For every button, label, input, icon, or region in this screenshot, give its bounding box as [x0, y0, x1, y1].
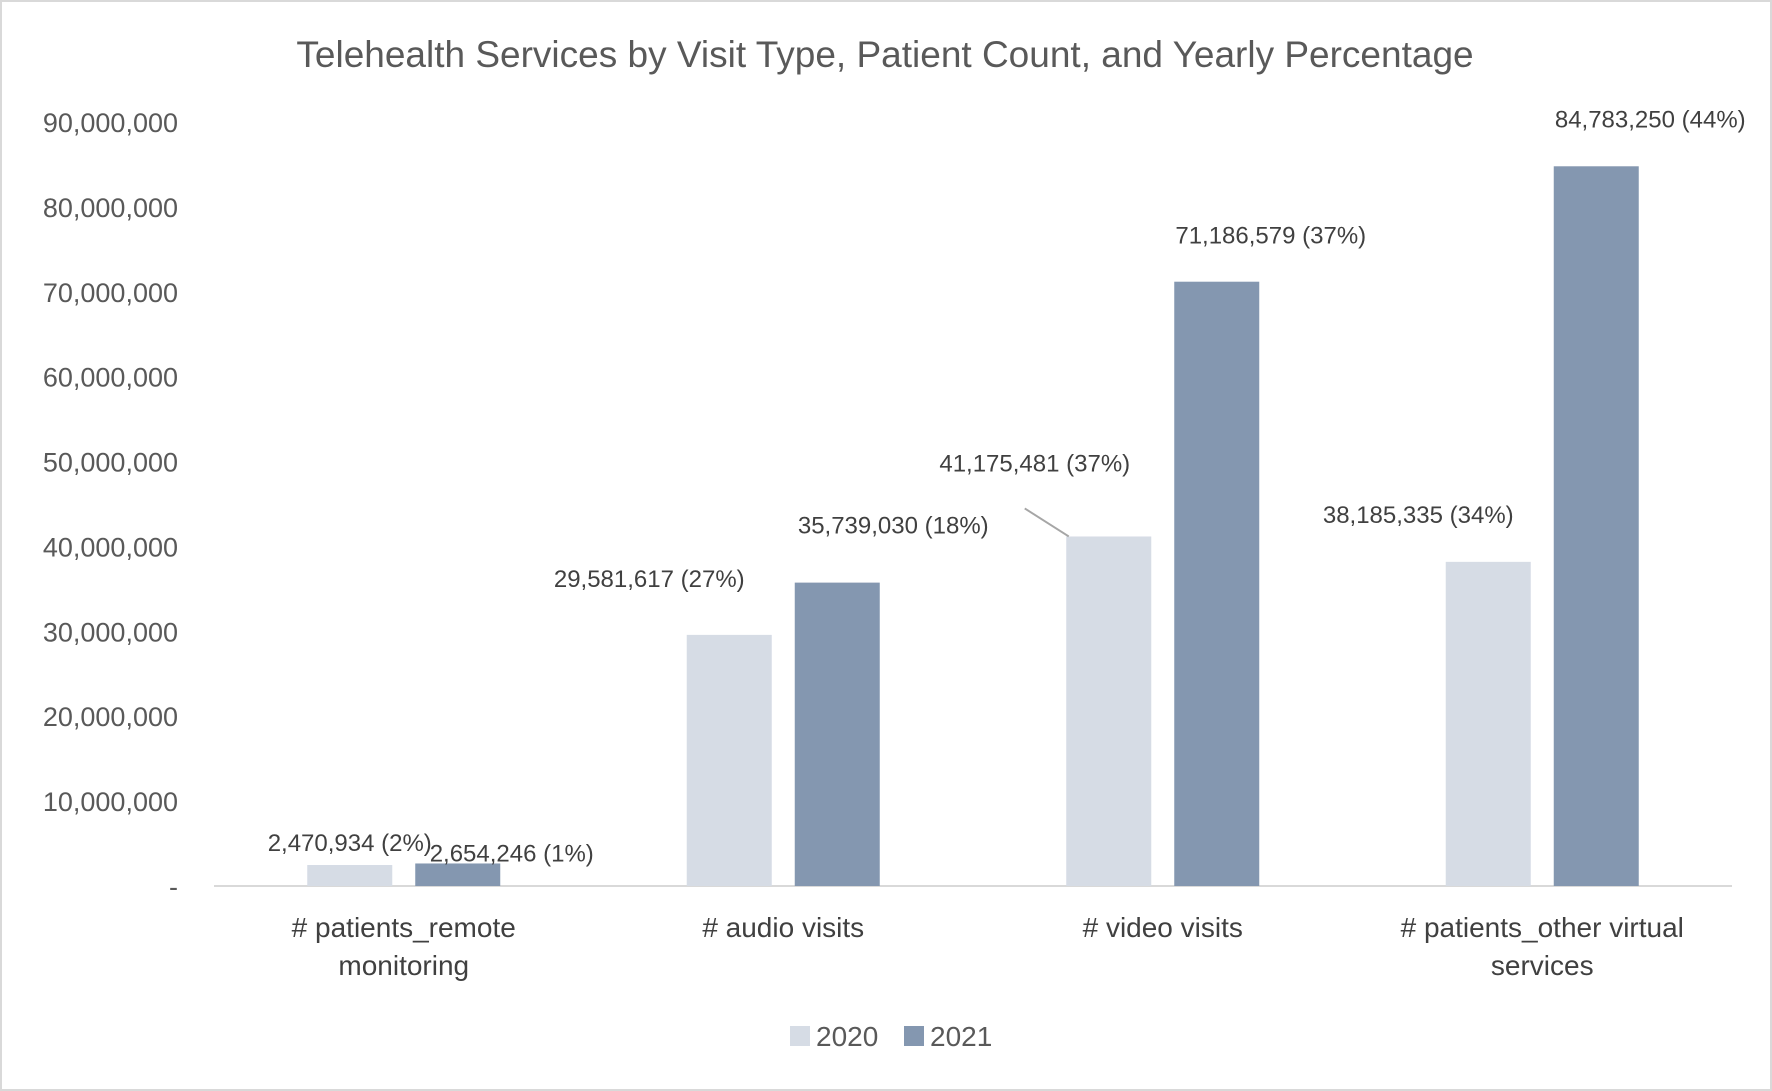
y-axis: - 10,000,000 20,000,000 30,000,000 40,000,00…: [43, 108, 178, 902]
bars: [307, 166, 1639, 886]
legend-swatch-2020: [790, 1026, 810, 1046]
y-tick-label: 70,000,000: [43, 278, 178, 308]
x-tick-label: # audio visits: [702, 912, 864, 943]
chart-title: Telehealth Services by Visit Type, Patie…: [296, 34, 1473, 75]
y-tick-label: 10,000,000: [43, 787, 178, 817]
x-tick-label: # video visits: [1083, 912, 1243, 943]
bar-2020-3: [1066, 536, 1152, 886]
bar-2021-4: [1553, 166, 1639, 886]
y-tick-label: -: [169, 872, 178, 902]
data-label: 2,470,934 (2%): [268, 830, 432, 857]
data-label: 35,739,030 (18%): [798, 513, 989, 540]
bar-2021-3: [1174, 281, 1260, 886]
bar-2020-1: [307, 865, 393, 886]
data-labels: 2,470,934 (2%) 29,581,617 (27%) 41,175,481…: [268, 106, 1746, 867]
bar-2021-1: [415, 863, 501, 886]
x-tick-label: # patients_other virtual: [1401, 912, 1684, 943]
legend: 2020 2021: [790, 1021, 992, 1052]
x-axis: # patients_remote monitoring # audio visit…: [292, 912, 1684, 981]
y-tick-label: 60,000,000: [43, 363, 178, 393]
data-label: 38,185,335 (34%): [1323, 502, 1514, 529]
bar-2020-2: [686, 634, 772, 886]
y-tick-label: 30,000,000: [43, 617, 178, 647]
y-tick-label: 90,000,000: [43, 108, 178, 138]
legend-label-2020: 2020: [816, 1021, 878, 1052]
data-label: 71,186,579 (37%): [1175, 223, 1366, 250]
data-label: 84,783,250 (44%): [1555, 106, 1746, 133]
legend-swatch-2021: [904, 1026, 924, 1046]
y-tick-label: 80,000,000: [43, 193, 178, 223]
leader-line: [1024, 507, 1070, 538]
y-tick-label: 50,000,000: [43, 448, 178, 478]
y-tick-label: 20,000,000: [43, 702, 178, 732]
bar-2020-4: [1445, 561, 1531, 886]
x-tick-label: services: [1491, 950, 1594, 981]
bar-2021-2: [794, 582, 880, 886]
data-label: 41,175,481 (37%): [939, 450, 1130, 477]
data-label: 29,581,617 (27%): [554, 566, 745, 593]
y-tick-label: 40,000,000: [43, 532, 178, 562]
x-tick-label: monitoring: [338, 950, 469, 981]
legend-label-2021: 2021: [930, 1021, 992, 1052]
data-label: 2,654,246 (1%): [430, 840, 594, 867]
x-tick-label: # patients_remote: [292, 912, 516, 943]
